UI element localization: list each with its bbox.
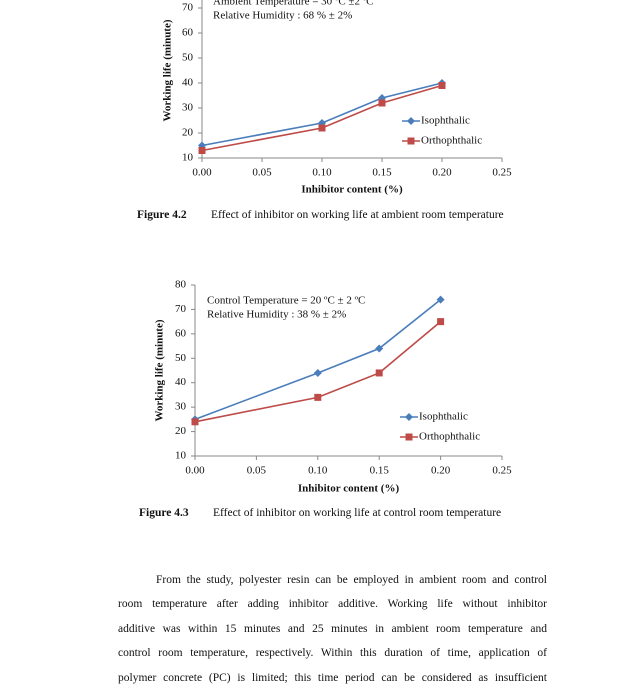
series-line bbox=[194, 321, 442, 423]
text-line: room temperature after adding inhibitor … bbox=[118, 598, 547, 611]
marker bbox=[375, 344, 384, 353]
annotation: Relative Humidity : 68 % ± 2% bbox=[213, 10, 352, 22]
x-tick-label: 0.25 bbox=[492, 465, 512, 477]
caption: Figure 4.2 Effect of inhibitor on working… bbox=[137, 209, 504, 221]
y-tick-label: 30 bbox=[182, 102, 194, 114]
figures: 10 20 30 40 50 60 70 0.00 0.05 0.10 0.15 0.20 0.25 In… bbox=[154, 0, 512, 495]
marker bbox=[191, 418, 199, 426]
y-tick-label: 40 bbox=[182, 77, 194, 89]
legend-marker bbox=[405, 433, 413, 441]
y-tick-label: 40 bbox=[175, 376, 187, 388]
marker bbox=[436, 295, 445, 304]
series-line bbox=[201, 84, 443, 152]
text-line: polymer concrete (PC) is limited; this t… bbox=[118, 671, 547, 684]
text-line: additive was within 15 minutes and 25 mi… bbox=[118, 622, 547, 635]
legend-label: Orthophthalic bbox=[419, 431, 480, 443]
marker bbox=[314, 393, 322, 401]
page: {"chart_data": [ {"type": "line", "x_lab… bbox=[118, 0, 547, 684]
x-axis-label: Inhibitor content (%) bbox=[298, 483, 400, 495]
marker bbox=[318, 124, 326, 132]
caption-text: Effect of inhibitor on working life at a… bbox=[211, 209, 504, 221]
annotation: Control Temperature = 20 ºC ± 2 ºC bbox=[207, 295, 365, 307]
x-tick-label: 0.00 bbox=[185, 465, 205, 477]
legend-marker bbox=[407, 117, 415, 125]
x-tick-label: 0.20 bbox=[431, 465, 451, 477]
series-line bbox=[194, 299, 442, 421]
y-tick-label: 50 bbox=[182, 52, 194, 64]
legend-label: Orthophthalic bbox=[421, 135, 482, 147]
marker bbox=[378, 99, 386, 107]
x-tick-label: 0.10 bbox=[312, 167, 332, 179]
annotation: Relative Humidity : 38 % ± 2% bbox=[207, 309, 346, 321]
y-tick-label: 50 bbox=[175, 352, 187, 364]
y-axis-label: Working life (minute) bbox=[154, 319, 166, 421]
y-tick-label: 60 bbox=[175, 327, 187, 339]
x-tick-label: 0.15 bbox=[370, 465, 390, 477]
caption-label: Figure 4.2 bbox=[137, 209, 187, 221]
marker bbox=[438, 82, 446, 89]
y-tick-label: 10 bbox=[182, 152, 194, 164]
y-tick-label: 20 bbox=[175, 425, 187, 437]
series-line bbox=[201, 82, 443, 147]
x-tick-label: 0.25 bbox=[492, 167, 512, 179]
marker bbox=[437, 318, 445, 326]
marker bbox=[313, 368, 322, 377]
paragraph: From the study, polyester resin can be e… bbox=[118, 568, 547, 690]
marker bbox=[375, 369, 383, 377]
annotation: Ambient Temperature = 30 ºC ±2 ºC bbox=[213, 0, 373, 8]
caption-text: Effect of inhibitor on working life at c… bbox=[213, 507, 502, 519]
x-tick-label: 0.00 bbox=[192, 167, 212, 179]
caption-label: Figure 4.3 bbox=[139, 507, 189, 519]
x-tick-label: 0.05 bbox=[252, 167, 272, 179]
y-tick-label: 70 bbox=[182, 2, 194, 14]
y-tick-label: 70 bbox=[175, 303, 187, 315]
y-tick-label: 80 bbox=[175, 279, 187, 291]
legend-label: Isophthalic bbox=[419, 411, 468, 423]
caption: Figure 4.3 Effect of inhibitor on working… bbox=[139, 507, 501, 519]
x-tick-label: 0.10 bbox=[308, 465, 328, 477]
x-tick-label: 0.15 bbox=[372, 167, 392, 179]
y-axis-label: Working life (minute) bbox=[162, 19, 174, 121]
text-line: From the study, polyester resin can be e… bbox=[156, 574, 547, 586]
x-axis-label: Inhibitor content (%) bbox=[301, 184, 403, 196]
y-tick-label: 10 bbox=[175, 450, 187, 462]
text-line: control room temperature, respectively. … bbox=[118, 647, 547, 660]
x-tick-label: 0.20 bbox=[432, 167, 452, 179]
legend-marker bbox=[407, 137, 415, 145]
legend-marker bbox=[405, 413, 413, 421]
y-tick-label: 60 bbox=[182, 27, 194, 39]
x-tick-label: 0.05 bbox=[247, 465, 267, 477]
legend-label: Isophthalic bbox=[421, 115, 470, 127]
marker bbox=[198, 147, 206, 154]
y-tick-label: 30 bbox=[175, 401, 187, 413]
y-tick-label: 20 bbox=[182, 127, 194, 139]
